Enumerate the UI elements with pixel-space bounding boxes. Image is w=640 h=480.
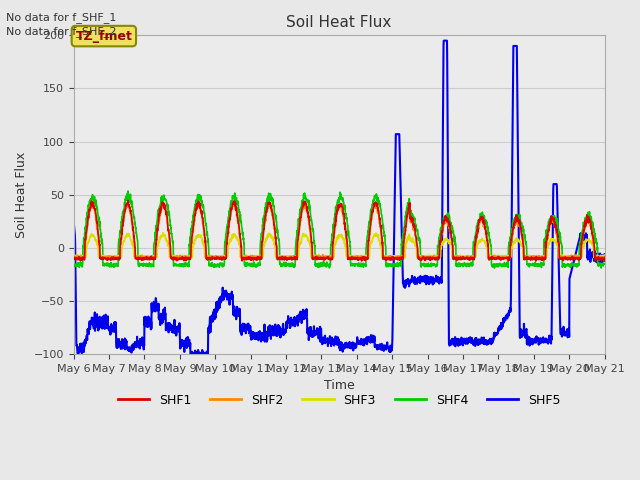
SHF4 <box>491 265 499 271</box>
SHF5 <box>196 357 204 362</box>
SHF4 <box>124 188 132 194</box>
SHF2 <box>367 226 374 232</box>
Line: SHF2: SHF2 <box>74 203 605 260</box>
Line: SHF5: SHF5 <box>74 41 605 360</box>
Line: SHF1: SHF1 <box>74 201 605 261</box>
SHF5 <box>601 252 609 257</box>
SHF3 <box>569 253 577 259</box>
SHF1 <box>366 225 374 231</box>
SHF4 <box>569 262 577 267</box>
SHF3 <box>494 253 502 259</box>
Text: TZ_fmet: TZ_fmet <box>76 30 132 43</box>
SHF2 <box>218 253 226 259</box>
SHF3 <box>159 230 167 236</box>
SHF4 <box>218 263 226 268</box>
SHF5 <box>440 38 447 44</box>
SHF1 <box>532 258 540 264</box>
SHF5 <box>366 335 374 341</box>
SHF2 <box>355 254 362 260</box>
Title: Soil Heat Flux: Soil Heat Flux <box>287 15 392 30</box>
SHF5 <box>218 298 226 303</box>
SHF5 <box>494 331 502 336</box>
SHF4 <box>366 217 374 223</box>
SHF3 <box>401 255 409 261</box>
Legend: SHF1, SHF2, SHF3, SHF4, SHF5: SHF1, SHF2, SHF3, SHF4, SHF5 <box>113 389 566 412</box>
SHF3 <box>554 246 562 252</box>
SHF3 <box>601 252 609 258</box>
SHF1 <box>355 256 362 262</box>
SHF1 <box>493 255 501 261</box>
SHF5 <box>355 341 362 347</box>
Text: No data for f_SHF_2: No data for f_SHF_2 <box>6 26 117 37</box>
X-axis label: Time: Time <box>324 379 355 393</box>
SHF3 <box>355 254 362 260</box>
SHF3 <box>70 254 77 260</box>
SHF2 <box>554 238 562 243</box>
SHF1 <box>218 257 226 263</box>
Line: SHF4: SHF4 <box>74 191 605 268</box>
SHF4 <box>601 261 609 267</box>
SHF3 <box>366 244 374 250</box>
SHF5 <box>554 236 562 242</box>
SHF4 <box>70 262 77 268</box>
SHF3 <box>218 254 226 260</box>
SHF1 <box>569 255 577 261</box>
Text: No data for f_SHF_1: No data for f_SHF_1 <box>6 12 116 23</box>
SHF2 <box>241 257 248 263</box>
SHF4 <box>494 262 502 267</box>
SHF1 <box>554 238 562 243</box>
SHF1 <box>70 254 77 260</box>
SHF2 <box>494 253 502 259</box>
SHF2 <box>89 200 97 205</box>
SHF1 <box>601 254 609 260</box>
SHF4 <box>355 260 362 266</box>
SHF4 <box>554 225 562 231</box>
SHF2 <box>601 255 609 261</box>
Line: SHF3: SHF3 <box>74 233 605 258</box>
SHF5 <box>569 262 577 268</box>
SHF2 <box>70 254 77 260</box>
SHF1 <box>124 198 132 204</box>
SHF5 <box>70 218 77 224</box>
SHF2 <box>569 253 577 259</box>
Y-axis label: Soil Heat Flux: Soil Heat Flux <box>15 152 28 238</box>
